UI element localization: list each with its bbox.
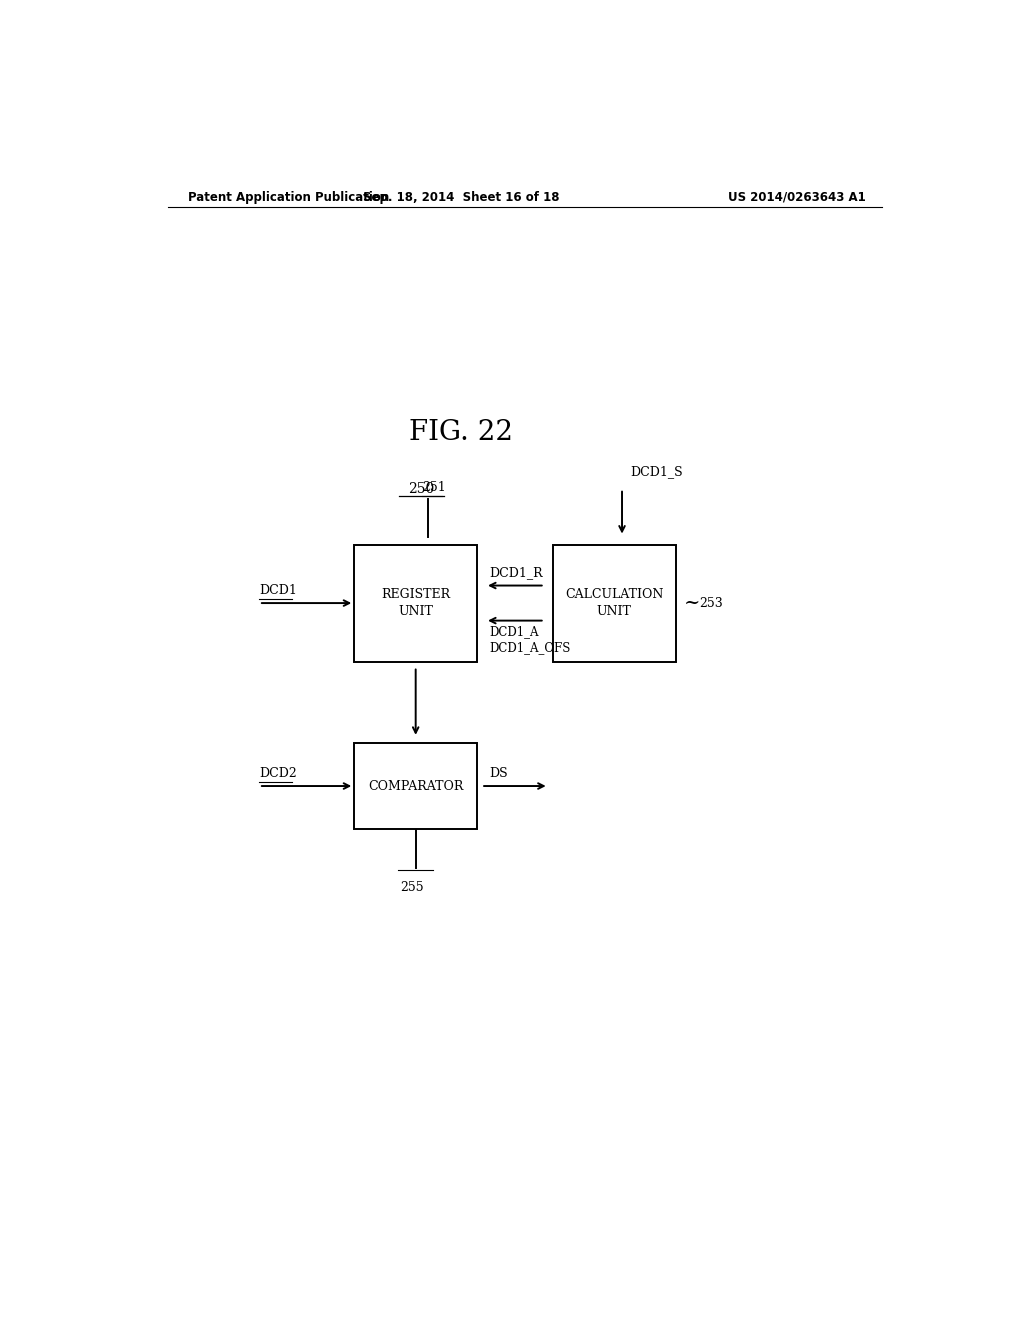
Text: 251: 251: [422, 480, 445, 494]
Text: US 2014/0263643 A1: US 2014/0263643 A1: [728, 190, 866, 203]
Text: Patent Application Publication: Patent Application Publication: [187, 190, 389, 203]
Text: CALCULATION
UNIT: CALCULATION UNIT: [565, 589, 664, 618]
Text: COMPARATOR: COMPARATOR: [368, 780, 464, 792]
Text: 253: 253: [699, 597, 723, 610]
Text: DCD2: DCD2: [259, 767, 297, 780]
Bar: [354, 545, 477, 661]
Text: DCD1: DCD1: [259, 583, 297, 597]
Text: 250: 250: [409, 482, 435, 496]
Bar: [553, 545, 676, 661]
Text: REGISTER
UNIT: REGISTER UNIT: [381, 589, 451, 618]
Text: DS: DS: [489, 767, 508, 780]
Bar: [354, 743, 477, 829]
Text: DCD1_R: DCD1_R: [489, 566, 543, 579]
Text: DCD1_A
DCD1_A_OFS: DCD1_A DCD1_A_OFS: [489, 624, 570, 653]
Text: ~: ~: [684, 594, 699, 612]
Text: DCD1_S: DCD1_S: [630, 466, 683, 479]
Text: 255: 255: [400, 880, 424, 894]
Text: Sep. 18, 2014  Sheet 16 of 18: Sep. 18, 2014 Sheet 16 of 18: [364, 190, 559, 203]
Text: FIG. 22: FIG. 22: [410, 420, 513, 446]
